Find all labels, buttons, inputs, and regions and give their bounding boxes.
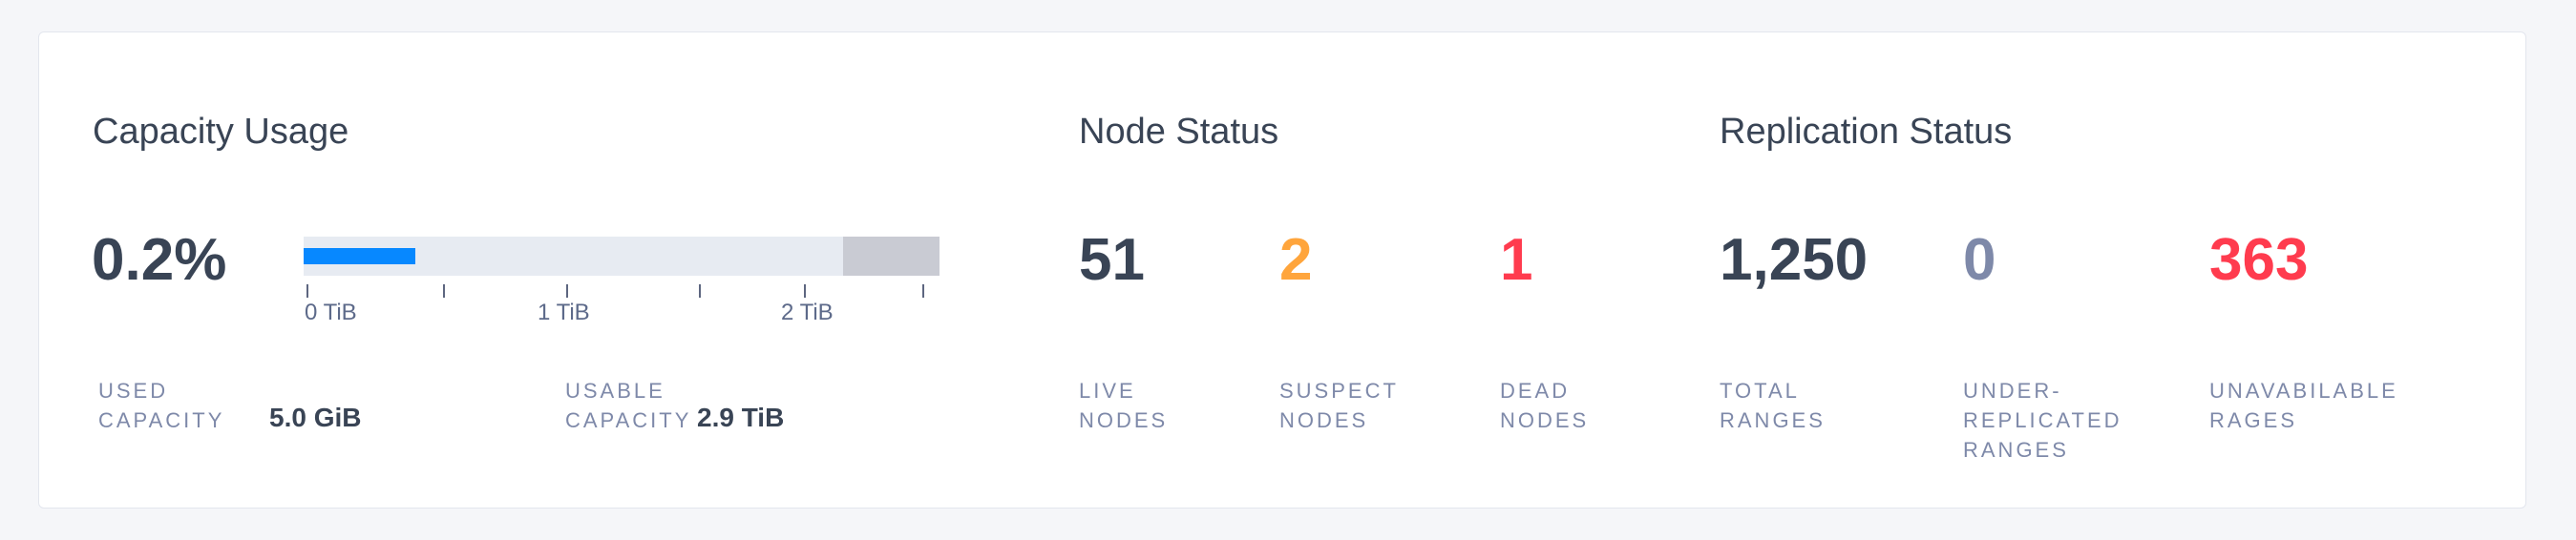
capacity-bar (304, 237, 940, 276)
suspect-nodes-value: 2 (1279, 227, 1313, 293)
axis-tick (699, 284, 701, 298)
total-ranges-label: TOTAL RANGES (1720, 379, 1826, 432)
capacity-bar-reserved (843, 237, 940, 276)
capacity-usage-title: Capacity Usage (93, 112, 349, 152)
usable-capacity-label: USABLE CAPACITY (565, 379, 692, 432)
node-status-title: Node Status (1079, 112, 1279, 152)
axis-tick (566, 284, 568, 298)
axis-tick-label: 0 TiB (305, 300, 357, 325)
usable-capacity-value: 2.9 TiB (697, 403, 785, 432)
capacity-bar-used (304, 248, 415, 264)
live-nodes-value: 51 (1079, 227, 1145, 293)
suspect-nodes-label: SUSPECT NODES (1279, 379, 1399, 432)
axis-tick-label: 1 TiB (538, 300, 590, 325)
dead-nodes-value: 1 (1500, 227, 1533, 293)
used-capacity-label: USED CAPACITY (98, 379, 225, 432)
total-ranges-value: 1,250 (1720, 227, 1869, 293)
replication-status-title: Replication Status (1720, 112, 2013, 152)
dead-nodes-label: DEAD NODES (1500, 379, 1590, 432)
capacity-percent: 0.2% (92, 227, 227, 293)
under-replicated-ranges-label: UNDER- REPLICATED RANGES (1963, 379, 2122, 462)
axis-tick (443, 284, 445, 298)
used-capacity-value: 5.0 GiB (269, 403, 362, 432)
under-replicated-ranges-value: 0 (1963, 227, 1996, 293)
unavailable-ranges-label: UNAVABILABLE RAGES (2209, 379, 2398, 432)
axis-tick-label: 2 TiB (781, 300, 834, 325)
axis-tick (306, 284, 308, 298)
unavailable-ranges-value: 363 (2209, 227, 2309, 293)
axis-tick (804, 284, 806, 298)
axis-tick (922, 284, 924, 298)
live-nodes-label: LIVE NODES (1079, 379, 1169, 432)
